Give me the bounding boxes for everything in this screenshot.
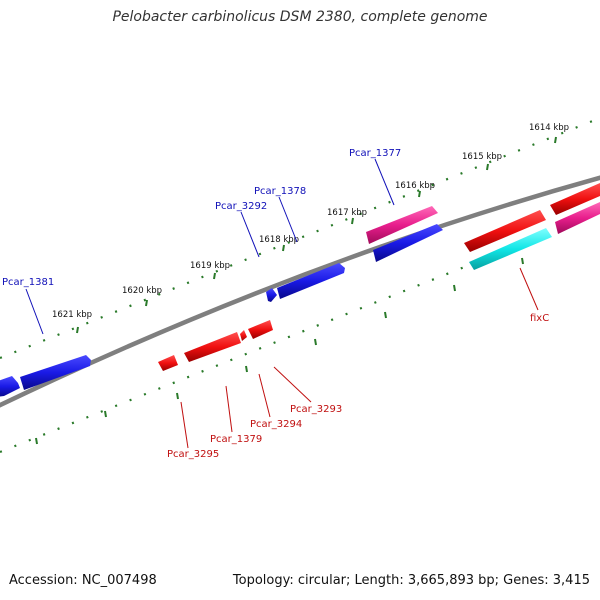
- genome-backbone: [0, 175, 600, 408]
- inner-major-tick: [104, 410, 107, 418]
- gene-arrow-pcar-1378[interactable]: [277, 263, 345, 299]
- inner-major-tick: [176, 392, 179, 400]
- leader-line-pcar-1379: [225, 385, 233, 433]
- tick-label-1620: 1620 kbp: [122, 286, 162, 296]
- reverse-strand-features: [158, 183, 600, 371]
- gene-label-pcar-1381[interactable]: Pcar_1381: [2, 277, 54, 288]
- tick-label-1621: 1621 kbp: [52, 310, 92, 320]
- leader-line-pcar-3295: [180, 401, 189, 449]
- leader-line-pcar-3292: [240, 211, 260, 258]
- inner-major-tick: [384, 311, 387, 319]
- tick-label-1615: 1615 kbp: [462, 152, 502, 162]
- gene-arrow-pcar-1377-blue[interactable]: [373, 224, 443, 262]
- tick-label-1617: 1617 kbp: [327, 208, 367, 218]
- forward-strand-features: [0, 202, 600, 397]
- inner-major-tick: [35, 437, 38, 445]
- gene-label-fixc[interactable]: fixC: [530, 313, 549, 324]
- tick-label-1616: 1616 kbp: [395, 181, 435, 191]
- gene-arrow-fixc[interactable]: [469, 228, 552, 270]
- inner-major-tick: [521, 257, 524, 265]
- gene-label-pcar-1379[interactable]: Pcar_1379: [210, 434, 262, 445]
- gene-arrow-pcar-3293[interactable]: [248, 320, 273, 339]
- gene-arrow-pink-right[interactable]: [555, 202, 600, 234]
- major-tick-1621: [76, 326, 79, 334]
- leader-line-pcar-3294: [258, 373, 271, 418]
- major-tick-1617: [351, 217, 354, 225]
- tick-label-1614: 1614 kbp: [529, 123, 569, 133]
- gene-arrow-pcar-3292[interactable]: [266, 288, 277, 302]
- major-tick-1614: [554, 136, 557, 144]
- gene-label-pcar-1378[interactable]: Pcar_1378: [254, 186, 306, 197]
- leader-line-pcar-1378: [278, 196, 298, 243]
- genome-summary-text: Topology: circular; Length: 3,665,893 bp…: [232, 573, 590, 588]
- gene-arrow-pcar-1381[interactable]: [20, 355, 91, 390]
- major-tick-1620: [145, 299, 148, 307]
- gene-arrow-pcar-3295[interactable]: [158, 355, 178, 371]
- outer-scale: [0, 116, 600, 360]
- gene-arrow-pcar-1377[interactable]: [366, 206, 438, 244]
- map-title: Pelobacter carbinolicus DSM 2380, comple…: [112, 9, 488, 25]
- leader-line-pcar-1381: [25, 288, 44, 335]
- major-tick-1619: [213, 272, 216, 280]
- leader-line-pcar-3293: [273, 366, 312, 403]
- outer-tick-dots: [0, 116, 600, 360]
- major-tick-1616: [418, 190, 421, 198]
- major-tick-1618: [282, 244, 285, 252]
- gene-label-pcar-3295[interactable]: Pcar_3295: [167, 449, 219, 460]
- gene-label-pcar-1377[interactable]: Pcar_1377: [349, 148, 401, 159]
- gene-label-pcar-3294[interactable]: Pcar_3294: [250, 419, 302, 430]
- leader-line-pcar-1377: [374, 158, 395, 206]
- inner-scale: [0, 211, 600, 454]
- gene-arrow-pcar-3294[interactable]: [240, 330, 247, 341]
- inner-major-tick: [245, 365, 248, 373]
- gene-arrow-pcar-1379[interactable]: [184, 332, 241, 362]
- gene-arrow-red-1[interactable]: [464, 210, 546, 252]
- leader-line-fixc: [519, 267, 539, 311]
- inner-major-tick: [453, 284, 456, 292]
- gene-arrow-blue[interactable]: [0, 376, 20, 397]
- major-tick-1615: [486, 163, 489, 171]
- tick-label-1618: 1618 kbp: [259, 235, 299, 245]
- inner-major-tick: [314, 338, 317, 346]
- gene-arrow-red-2[interactable]: [550, 183, 600, 215]
- tick-label-1619: 1619 kbp: [190, 261, 230, 271]
- accession-text: Accession: NC_007498: [9, 573, 157, 588]
- gene-label-pcar-3293[interactable]: Pcar_3293: [290, 404, 342, 415]
- gene-label-pcar-3292[interactable]: Pcar_3292: [215, 201, 267, 212]
